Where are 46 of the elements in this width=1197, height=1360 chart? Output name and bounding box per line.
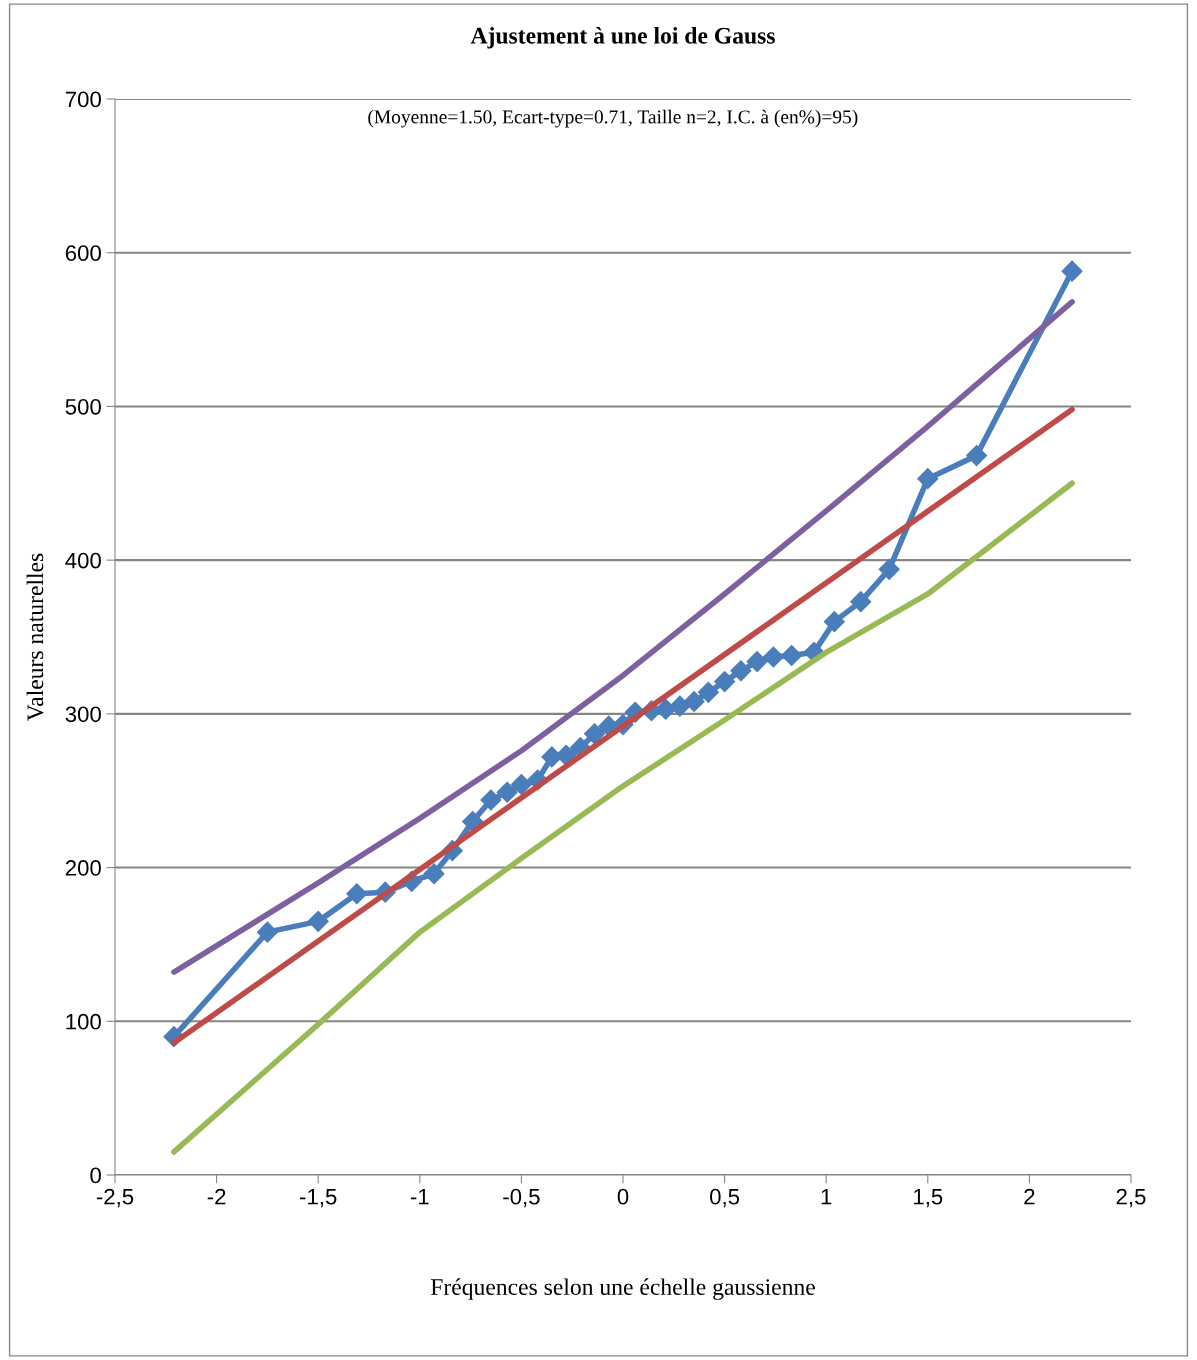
x-tick-label: -1 <box>410 1189 429 1205</box>
x-tick-label: 1,5 <box>914 1189 943 1208</box>
point <box>746 651 768 673</box>
x-tick-label: 1 <box>821 1189 832 1205</box>
y-tick-label: 700 <box>65 91 101 108</box>
point <box>496 781 518 803</box>
x-tick-label: -2 <box>207 1188 226 1205</box>
point <box>762 646 784 668</box>
y-tick-label: 400 <box>65 552 101 569</box>
y-axis-title: Valeurs naturelles <box>26 553 44 721</box>
x-tick-label: -2,5 <box>96 1188 134 1208</box>
point <box>917 468 939 490</box>
point <box>423 863 445 885</box>
point <box>510 774 532 796</box>
y-tick-label: 500 <box>65 398 101 415</box>
y-tick-label: 200 <box>65 860 101 876</box>
x-tick-label: 0 <box>617 1188 629 1205</box>
point <box>966 445 988 467</box>
y-tick-label: 0 <box>90 1167 101 1184</box>
point <box>256 921 278 943</box>
x-axis-title: Fréquences selon une échelle gaussienne <box>430 1278 815 1300</box>
point <box>555 744 577 766</box>
x-tick-label: -1,5 <box>300 1189 337 1208</box>
point <box>1061 260 1083 282</box>
point <box>714 671 736 693</box>
y-tick-label: 100 <box>66 1013 101 1030</box>
point <box>307 910 329 932</box>
point <box>730 660 752 682</box>
point <box>584 723 606 745</box>
point <box>683 691 705 713</box>
y-tick-label: 600 <box>65 245 101 261</box>
x-tick-label: 0,5 <box>710 1188 740 1208</box>
point <box>850 591 872 613</box>
annotation: (Moyenne=1.50, Ecart-type=0.71, Taille n=2, I.C. à (en%)=95) <box>368 109 858 128</box>
x-tick-label: 2,5 <box>1116 1188 1146 1208</box>
point <box>669 695 691 717</box>
chart-title: Ajustement à une loi de Gauss <box>470 27 775 49</box>
point <box>878 558 900 580</box>
x-tick-label: 2 <box>1024 1188 1035 1205</box>
x-tick-label: -0,5 <box>503 1188 540 1208</box>
point <box>697 681 719 703</box>
point <box>781 644 803 666</box>
point <box>346 883 368 905</box>
point <box>823 611 845 633</box>
point <box>480 789 502 811</box>
y-tick-label: 300 <box>65 706 101 723</box>
